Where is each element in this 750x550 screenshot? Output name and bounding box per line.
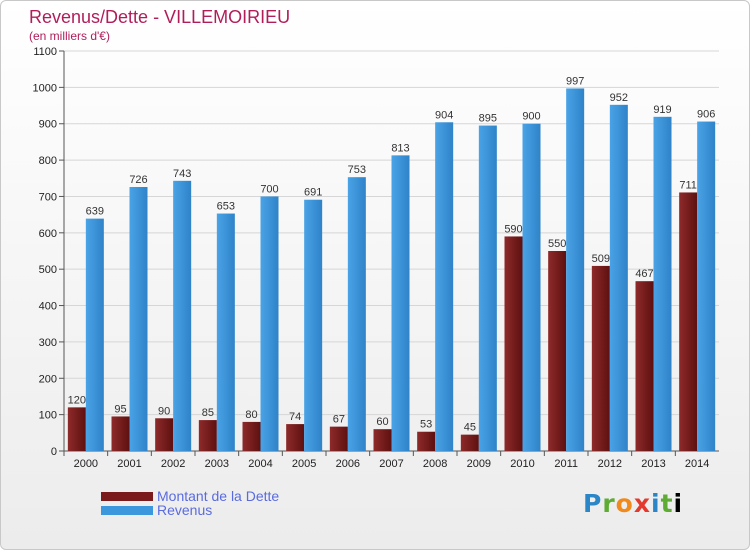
bar-dette	[242, 421, 261, 451]
data-label-revenus: 743	[173, 168, 191, 180]
data-label-revenus: 952	[610, 92, 628, 104]
y-tick-label: 500	[39, 264, 57, 276]
bar-revenus	[478, 125, 497, 451]
legend-label-revenus: Revenus	[157, 502, 213, 518]
data-label-revenus: 639	[86, 206, 104, 218]
x-tick-label: 2003	[205, 458, 229, 470]
bar-revenus	[522, 123, 541, 452]
y-tick-label: 0	[51, 446, 57, 458]
x-tick-label: 2008	[423, 458, 447, 470]
y-tick-label: 600	[39, 228, 57, 240]
bar-revenus	[347, 177, 366, 451]
data-label-dette: 711	[679, 179, 697, 191]
data-label-revenus: 653	[217, 201, 235, 213]
bar-dette	[679, 192, 698, 452]
y-tick-label: 800	[39, 155, 57, 167]
y-tick-label: 1100	[33, 46, 57, 58]
legend-swatch-revenus	[101, 505, 153, 515]
legend-swatch-dette	[101, 491, 153, 501]
bar-dette	[635, 281, 654, 451]
bar-dette	[548, 251, 567, 451]
x-tick-label: 2012	[598, 458, 622, 470]
data-label-dette: 467	[635, 268, 653, 280]
x-tick-label: 2005	[292, 458, 316, 470]
x-tick-label: 2010	[510, 458, 534, 470]
bar-dette	[373, 429, 392, 451]
data-label-dette: 85	[202, 407, 214, 419]
bar-revenus	[129, 187, 148, 451]
bar-dette	[155, 418, 174, 451]
data-label-revenus: 813	[391, 142, 409, 154]
data-label-dette: 120	[68, 394, 86, 406]
data-label-revenus: 997	[566, 75, 584, 87]
bar-revenus	[85, 218, 104, 451]
bar-revenus	[435, 122, 454, 451]
data-label-revenus: 919	[653, 104, 671, 116]
bar-dette	[286, 424, 305, 451]
bar-revenus	[653, 116, 672, 452]
bar-revenus	[609, 104, 628, 452]
y-tick-label: 300	[39, 337, 57, 349]
data-label-revenus: 904	[435, 109, 453, 121]
bar-dette	[504, 236, 523, 451]
data-label-revenus: 691	[304, 187, 322, 199]
data-label-dette: 509	[592, 253, 610, 265]
legend-item-revenus: Revenus	[101, 502, 212, 518]
legend-item-dette: Montant de la Dette	[101, 488, 279, 504]
x-tick-label: 2006	[336, 458, 360, 470]
bar-revenus	[391, 155, 410, 451]
data-label-dette: 550	[548, 238, 566, 250]
data-label-dette: 74	[289, 411, 301, 423]
data-label-revenus: 895	[479, 113, 497, 125]
data-label-dette: 80	[245, 409, 257, 421]
y-tick-label: 200	[39, 373, 57, 385]
y-tick-label: 700	[39, 191, 57, 203]
legend-label-dette: Montant de la Dette	[157, 488, 280, 504]
data-label-dette: 95	[114, 403, 126, 415]
chart-title: Revenus/Dette - VILLEMOIRIEU	[29, 7, 291, 27]
data-label-dette: 45	[464, 422, 476, 434]
data-label-dette: 90	[158, 405, 170, 417]
x-tick-label: 2009	[467, 458, 491, 470]
data-label-revenus: 700	[260, 183, 278, 195]
bar-dette	[67, 407, 86, 451]
bar-revenus	[216, 213, 235, 451]
proxiti-logo: Proxiti	[583, 489, 684, 518]
x-tick-label: 2013	[641, 458, 665, 470]
data-label-dette: 67	[333, 414, 345, 426]
x-tick-label: 2000	[74, 458, 98, 470]
bar-revenus	[697, 121, 716, 451]
bar-revenus	[173, 180, 192, 451]
y-tick-label: 400	[39, 301, 57, 313]
x-tick-label: 2002	[161, 458, 185, 470]
bar-dette	[198, 420, 217, 451]
data-label-revenus: 906	[697, 109, 715, 121]
y-tick-label: 900	[39, 119, 57, 131]
data-label-revenus: 900	[522, 111, 540, 123]
data-label-dette: 60	[376, 416, 388, 428]
bar-revenus	[260, 196, 279, 451]
x-tick-label: 2011	[554, 458, 578, 470]
data-label-revenus: 726	[129, 174, 147, 186]
x-tick-label: 2001	[117, 458, 141, 470]
chart-subtitle: (en milliers d'€)	[29, 29, 110, 43]
bar-dette	[329, 426, 348, 451]
data-label-revenus: 753	[348, 164, 366, 176]
x-tick-label: 2004	[248, 458, 272, 470]
data-label-dette: 590	[504, 223, 522, 235]
bar-revenus	[566, 88, 585, 452]
x-tick-label: 2007	[379, 458, 403, 470]
y-tick-label: 100	[39, 410, 57, 422]
bar-dette	[591, 265, 610, 451]
y-tick-label: 1000	[33, 82, 57, 94]
bar-dette	[417, 431, 436, 451]
data-label-dette: 53	[420, 419, 432, 431]
bar-revenus	[304, 199, 323, 451]
bar-dette	[460, 434, 479, 451]
bar-dette	[111, 416, 130, 451]
x-tick-label: 2014	[685, 458, 709, 470]
